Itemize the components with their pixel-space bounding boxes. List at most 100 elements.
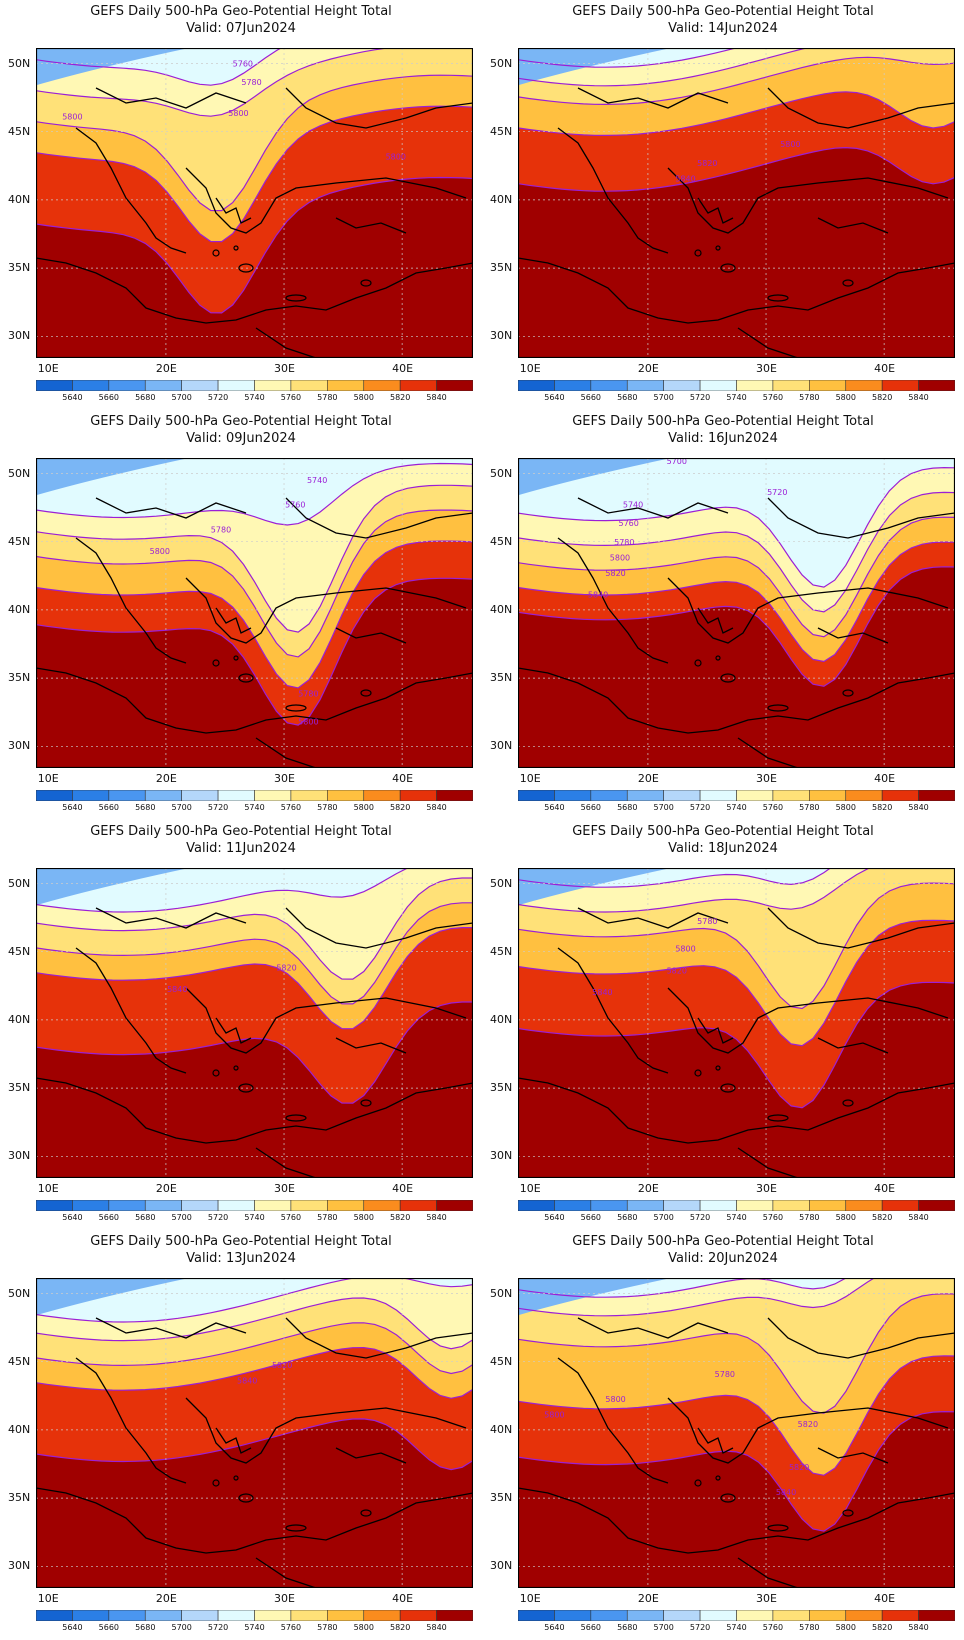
legend-swatch	[809, 1200, 847, 1211]
band-fill	[518, 868, 671, 906]
island	[767, 1114, 789, 1122]
legend-swatch	[809, 790, 847, 801]
lat-tick-label: 50N	[490, 1286, 513, 1300]
legend-swatch	[399, 1200, 437, 1211]
lat-tick-label: 50N	[8, 56, 31, 70]
legend-value: 5680	[617, 1623, 638, 1632]
contour-label: 5720	[767, 488, 787, 497]
contour-line	[518, 868, 872, 913]
coastline	[817, 1447, 889, 1464]
legend-value: 5740	[726, 393, 747, 402]
legend-swatch	[918, 790, 955, 801]
coastline	[95, 1317, 247, 1339]
contour-line	[36, 877, 473, 980]
legend-swatch	[772, 790, 810, 801]
contour-line	[36, 105, 473, 243]
legend-swatch	[436, 1610, 473, 1621]
legend-swatch	[181, 1610, 219, 1621]
lon-tick-label: 40E	[874, 1182, 896, 1195]
legend-value: 5820	[871, 803, 893, 812]
legend-value: 5720	[207, 803, 229, 812]
lat-tick-label: 30N	[490, 739, 513, 753]
contour-line	[36, 1278, 473, 1323]
contour-line	[36, 1297, 473, 1350]
legend-value: 5700	[171, 393, 192, 402]
legend-value: 5740	[244, 803, 265, 812]
coastline	[36, 1487, 473, 1554]
contour-label: 5800	[780, 140, 800, 149]
contour-label: 5820	[272, 1361, 292, 1370]
legend-value: 5840	[426, 803, 447, 812]
lat-tick-label: 35N	[490, 1081, 513, 1095]
band-fill	[36, 868, 473, 912]
panel-title: GEFS Daily 500-hPa Geo-Potential Height …	[572, 1234, 874, 1249]
coastline	[215, 1427, 252, 1454]
island	[238, 1083, 254, 1093]
legend-swatch	[626, 1610, 664, 1621]
legend-value: 5760	[762, 1623, 784, 1632]
legend-value: 5640	[544, 393, 565, 402]
legend-value: 5640	[544, 1623, 565, 1632]
legend-value: 5640	[62, 1213, 83, 1222]
legend-swatch	[363, 1610, 401, 1621]
legend-value: 5700	[171, 1213, 192, 1222]
coastline	[557, 127, 669, 254]
legend-value: 5820	[389, 1623, 411, 1632]
legend-swatch	[518, 1610, 555, 1621]
legend-value: 5740	[726, 1623, 747, 1632]
height-field-map: 5760 5780 5800 5800 5800	[36, 48, 473, 358]
contour-label: 5840	[776, 1488, 796, 1497]
legend-swatch	[72, 1610, 110, 1621]
island	[767, 294, 789, 302]
island	[720, 1493, 736, 1503]
lat-tick-label: 45N	[8, 534, 31, 548]
legend-swatch	[881, 380, 919, 391]
legend-swatch	[436, 380, 473, 391]
coastline	[95, 497, 247, 519]
coastline	[817, 627, 889, 644]
contour-line	[518, 56, 955, 106]
coastline	[285, 87, 473, 129]
legend-value: 5680	[617, 803, 638, 812]
map-panel: GEFS Daily 500-hPa Geo-Potential Height …	[0, 0, 482, 410]
legend-swatch	[144, 1200, 182, 1211]
legend-value: 5760	[280, 803, 302, 812]
coastline	[36, 257, 473, 324]
legend-swatch	[699, 790, 737, 801]
lon-tick-label: 20E	[155, 1592, 177, 1605]
legend-swatch	[399, 1610, 437, 1621]
lat-tick-label: 35N	[8, 261, 31, 275]
island	[720, 673, 736, 683]
lon-tick-label: 10E	[519, 772, 541, 785]
contour-label: 5740	[623, 501, 643, 510]
legend-value: 5720	[207, 1213, 229, 1222]
legend-value: 5640	[62, 803, 83, 812]
lon-tick-label: 40E	[874, 772, 896, 785]
legend-value: 5740	[244, 393, 265, 402]
legend-swatch	[254, 790, 292, 801]
legend-swatch	[254, 380, 292, 391]
island	[360, 1099, 372, 1107]
coastline	[255, 1557, 317, 1588]
legend-value: 5760	[280, 393, 302, 402]
island	[694, 1069, 702, 1077]
lon-tick-label: 30E	[756, 362, 777, 375]
coastline	[185, 167, 467, 234]
panel-valid-date: Valid: 09Jun2024	[186, 431, 296, 446]
legend-value: 5840	[908, 1623, 929, 1632]
contour-line	[36, 484, 473, 633]
legend-value: 5800	[353, 1623, 374, 1632]
coastline	[75, 1357, 187, 1484]
panel-title: GEFS Daily 500-hPa Geo-Potential Height …	[90, 414, 392, 429]
contour-label: 5800	[150, 547, 170, 556]
lon-tick-label: 20E	[637, 1182, 659, 1195]
legend-value: 5640	[544, 1213, 565, 1222]
legend-swatch	[363, 1200, 401, 1211]
coastline	[255, 1147, 317, 1178]
contour-line	[36, 48, 392, 117]
legend-value: 5820	[389, 1213, 411, 1222]
map-frame	[36, 48, 473, 358]
panel-valid-date: Valid: 07Jun2024	[186, 21, 296, 36]
legend-value: 5740	[726, 1213, 747, 1222]
lat-tick-label: 50N	[8, 466, 31, 480]
